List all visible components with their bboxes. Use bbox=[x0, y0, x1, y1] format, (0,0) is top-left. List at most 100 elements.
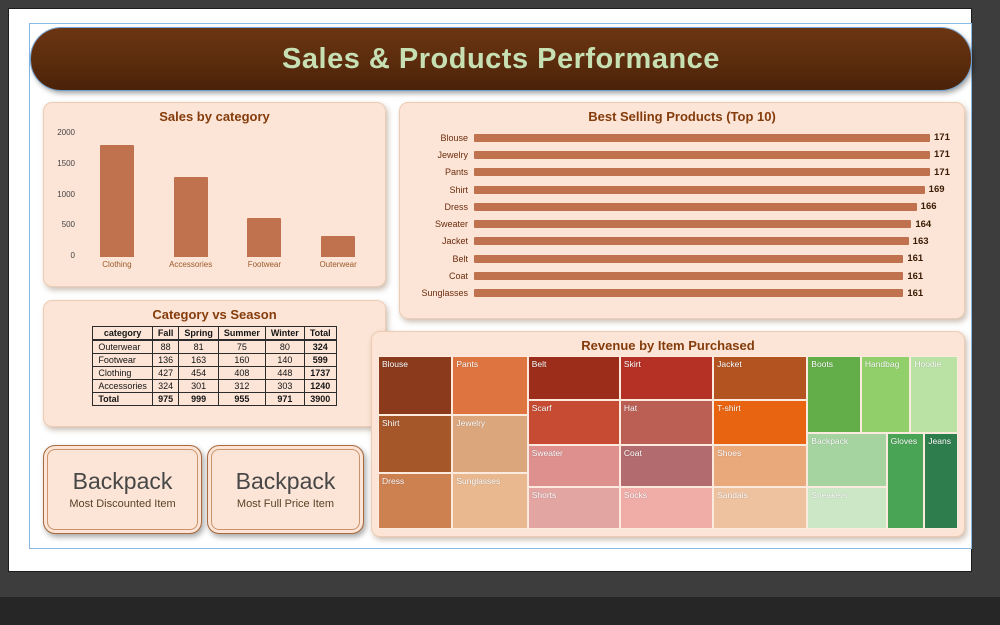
hbar-value-label: 161 bbox=[907, 270, 924, 282]
column-header-summer[interactable]: Summer bbox=[217, 326, 266, 341]
treemap-cell-sweater[interactable]: Sweater bbox=[527, 444, 620, 488]
treemap-cell-label: Jewelry bbox=[456, 418, 486, 429]
hbar-track: 171 bbox=[474, 149, 954, 160]
hbar-category-label: Sunglasses bbox=[421, 288, 468, 299]
treemap-cell-socks[interactable]: Socks bbox=[619, 487, 714, 529]
x-axis-label: Clothing bbox=[102, 260, 132, 269]
table-cell: Accessories bbox=[92, 379, 153, 393]
treemap-cell-scarf[interactable]: Scarf bbox=[527, 400, 620, 445]
table-cell: 955 bbox=[217, 392, 266, 406]
treemap-cell-label: Hoodie bbox=[914, 359, 942, 369]
treemap-cell-gloves[interactable]: Gloves bbox=[886, 433, 925, 529]
hbar-category-label: Jacket bbox=[441, 236, 468, 247]
treemap-cell-label: Scarf bbox=[531, 403, 552, 414]
bar-clothing[interactable] bbox=[99, 144, 134, 257]
table-cell: 3900 bbox=[303, 392, 337, 406]
bar-footwear[interactable] bbox=[247, 218, 282, 257]
table-cell: 971 bbox=[264, 392, 305, 406]
x-axis-label: Footwear bbox=[247, 260, 282, 269]
treemap-cell-jewelry[interactable]: Jewelry bbox=[452, 415, 528, 473]
treemap-cell-label: Backpack bbox=[811, 436, 849, 447]
treemap-cell-shoes[interactable]: Shoes bbox=[713, 444, 808, 488]
most-full-price-item-card[interactable]: Backpack Most Full Price Item bbox=[207, 445, 364, 534]
table-cell: Clothing bbox=[92, 366, 153, 380]
hbar-sweater[interactable] bbox=[474, 220, 912, 229]
category-season-table: category Fall Spring Summer Winter Total Oute… bbox=[92, 326, 337, 406]
treemap-cell-jeans[interactable]: Jeans bbox=[924, 433, 958, 529]
sales-plot-area: Clothing Accessories Footwear Outerwear bbox=[80, 128, 375, 274]
hbar-belt[interactable] bbox=[474, 254, 904, 263]
treemap-cell-label: Shorts bbox=[531, 490, 557, 501]
card-label: Most Full Price Item bbox=[236, 497, 335, 510]
bar-accessories[interactable] bbox=[173, 177, 208, 257]
hbar-row: Jewelry 171 bbox=[404, 146, 954, 163]
treemap-cell-pants[interactable]: Pants bbox=[452, 356, 528, 416]
treemap-cell-label: Dress bbox=[382, 475, 405, 486]
treemap-cell-label: Handbag bbox=[864, 359, 900, 369]
treemap-cell-boots[interactable]: Boots bbox=[807, 356, 861, 434]
treemap-cell-blouse[interactable]: Blouse bbox=[378, 356, 453, 416]
hbar-category-label: Coat bbox=[448, 271, 468, 282]
hbar-blouse[interactable] bbox=[474, 133, 930, 142]
treemap-cell-skirt[interactable]: Skirt bbox=[619, 356, 714, 401]
hbar-category-label: Jewelry bbox=[437, 149, 468, 160]
most-discounted-item-card[interactable]: Backpack Most Discounted Item bbox=[43, 445, 202, 534]
column-header-total[interactable]: Total bbox=[303, 326, 337, 341]
hbar-dress[interactable] bbox=[474, 202, 917, 211]
treemap-cell-t-shirt[interactable]: T-shirt bbox=[713, 400, 808, 445]
sales-by-category-title: Sales by category bbox=[159, 109, 270, 124]
table-cell: Outerwear bbox=[92, 339, 153, 354]
treemap-cell-handbag[interactable]: Handbag bbox=[860, 356, 911, 434]
table-cell: 81 bbox=[178, 339, 219, 354]
column-header-winter[interactable]: Winter bbox=[264, 326, 305, 341]
table-cell: 454 bbox=[178, 366, 219, 380]
hbar-category-label: Shirt bbox=[449, 184, 468, 195]
hbar-jewelry[interactable] bbox=[474, 150, 930, 159]
hbar-row: Sweater 164 bbox=[404, 215, 954, 232]
hbar-coat[interactable] bbox=[474, 272, 904, 281]
hbar-track: 166 bbox=[474, 201, 954, 212]
treemap-cell-label: Hat bbox=[623, 403, 638, 414]
bar-slot bbox=[80, 128, 154, 257]
treemap-cell-shorts[interactable]: Shorts bbox=[527, 487, 620, 529]
card-value: Backpack bbox=[235, 468, 336, 495]
bar-outerwear[interactable] bbox=[321, 236, 356, 257]
treemap-cell-sandals[interactable]: Sandals bbox=[713, 487, 808, 529]
treemap-cell-label: Jeans bbox=[928, 436, 951, 447]
hbar-track: 171 bbox=[474, 132, 954, 143]
category-vs-season-panel: Category vs Season category Fall Spring Sum… bbox=[43, 300, 386, 427]
hbar-value-label: 171 bbox=[934, 132, 950, 144]
treemap-cell-sneakers[interactable]: Sneakers bbox=[807, 487, 887, 529]
table-cell: 599 bbox=[303, 353, 337, 367]
treemap-cell-belt[interactable]: Belt bbox=[527, 356, 620, 401]
table-cell: 312 bbox=[217, 379, 266, 393]
treemap-cell-hoodie[interactable]: Hoodie bbox=[910, 356, 958, 434]
report-page: Sales & Products Performance Sales by ca… bbox=[8, 8, 972, 572]
hbar-jacket[interactable] bbox=[474, 237, 909, 246]
treemap-cell-coat[interactable]: Coat bbox=[619, 444, 714, 488]
treemap-cell-jacket[interactable]: Jacket bbox=[713, 356, 808, 401]
hbar-category-label: Dress bbox=[444, 201, 468, 212]
treemap-cell-dress[interactable]: Dress bbox=[378, 472, 453, 529]
table-cell: 160 bbox=[217, 353, 266, 367]
category-vs-season-title: Category vs Season bbox=[152, 307, 277, 322]
column-header-fall[interactable]: Fall bbox=[151, 326, 180, 341]
treemap-cell-sunglasses[interactable]: Sunglasses bbox=[452, 472, 528, 529]
y-tick-label: 0 bbox=[70, 251, 75, 260]
treemap-cell-shirt[interactable]: Shirt bbox=[378, 415, 453, 473]
sales-y-axis: 2000 1500 1000 500 0 bbox=[52, 128, 80, 274]
hbar-category-label: Blouse bbox=[440, 132, 468, 143]
treemap-cell-backpack[interactable]: Backpack bbox=[807, 433, 887, 488]
hbar-pants[interactable] bbox=[474, 168, 930, 177]
table-cell: 80 bbox=[264, 339, 305, 354]
column-header-spring[interactable]: Spring bbox=[178, 326, 219, 341]
hbar-row: Blouse 171 bbox=[404, 129, 954, 146]
table-cell: 448 bbox=[264, 366, 305, 380]
hbar-sunglasses[interactable] bbox=[474, 289, 904, 298]
treemap-cell-hat[interactable]: Hat bbox=[619, 400, 714, 445]
column-header-category[interactable]: category bbox=[92, 326, 153, 341]
table-cell: 999 bbox=[178, 392, 219, 406]
table-cell: 324 bbox=[151, 379, 180, 393]
hbar-shirt[interactable] bbox=[474, 185, 925, 194]
table-cell: Footwear bbox=[92, 353, 153, 367]
